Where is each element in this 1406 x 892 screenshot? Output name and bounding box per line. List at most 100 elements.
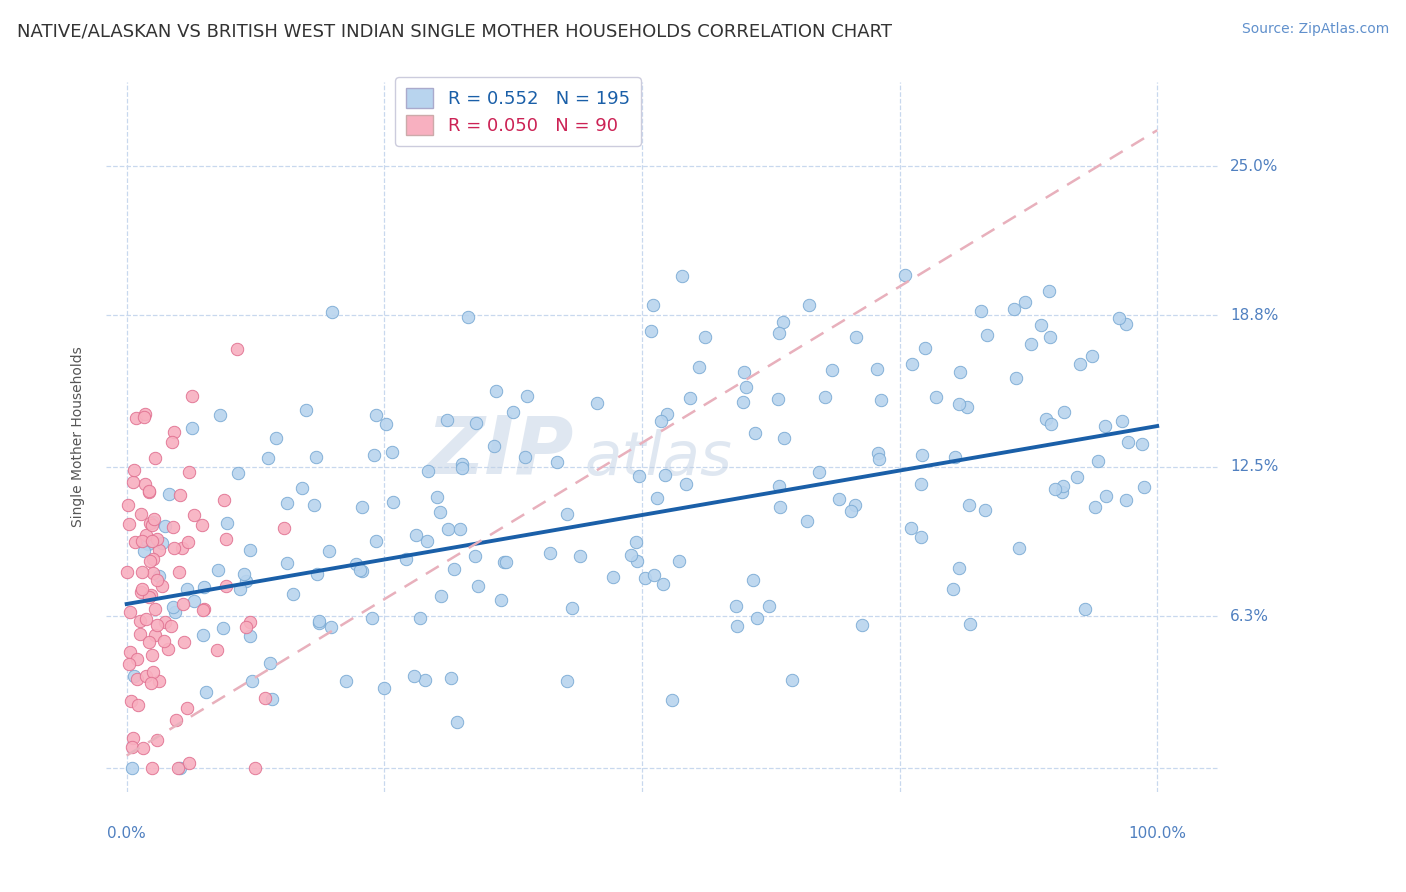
Point [214, 532, 236, 546]
Point [141, 676, 163, 690]
Point [758, 599, 780, 613]
Point [142, 515, 165, 529]
Point [844, 498, 866, 512]
Point [457, 310, 479, 324]
Point [733, 365, 755, 379]
Text: 12.5%: 12.5% [1230, 459, 1278, 475]
Point [135, 527, 157, 541]
Point [305, 450, 328, 464]
Point [165, 714, 187, 728]
Point [911, 448, 934, 462]
Point [768, 500, 790, 515]
Point [484, 439, 506, 453]
Point [122, 463, 145, 477]
Point [146, 732, 169, 747]
Point [127, 672, 149, 686]
Point [1035, 412, 1057, 426]
Point [138, 485, 160, 500]
Point [321, 620, 343, 634]
Point [264, 431, 287, 445]
Point [132, 544, 155, 558]
Point [143, 450, 166, 465]
Point [138, 591, 160, 605]
Text: 18.8%: 18.8% [1230, 308, 1278, 323]
Point [1084, 500, 1107, 515]
Point [744, 426, 766, 441]
Point [360, 610, 382, 624]
Point [318, 544, 340, 558]
Point [661, 693, 683, 707]
Point [1066, 469, 1088, 483]
Point [181, 388, 204, 402]
Text: Source: ZipAtlas.com: Source: ZipAtlas.com [1241, 22, 1389, 37]
Point [671, 268, 693, 283]
Point [121, 731, 143, 745]
Point [851, 617, 873, 632]
Point [650, 414, 672, 428]
Point [949, 365, 972, 379]
Point [157, 642, 180, 657]
Point [321, 305, 343, 319]
Point [291, 481, 314, 495]
Point [132, 410, 155, 425]
Point [157, 487, 180, 501]
Point [1087, 454, 1109, 468]
Point [363, 448, 385, 462]
Point [152, 634, 174, 648]
Point [211, 621, 233, 635]
Point [118, 645, 141, 659]
Point [142, 665, 165, 680]
Point [191, 628, 214, 642]
Point [943, 450, 966, 464]
Point [957, 498, 980, 512]
Point [131, 533, 153, 548]
Point [257, 451, 280, 466]
Point [214, 492, 236, 507]
Point [281, 587, 304, 601]
Point [440, 671, 463, 685]
Point [1008, 541, 1031, 555]
Point [768, 479, 790, 493]
Text: atlas: atlas [585, 429, 733, 488]
Point [620, 548, 643, 562]
Point [259, 656, 281, 670]
Point [139, 516, 162, 531]
Point [121, 760, 143, 774]
Point [808, 465, 831, 479]
Point [172, 597, 194, 611]
Point [308, 616, 330, 631]
Point [948, 561, 970, 575]
Point [1029, 318, 1052, 333]
Point [768, 392, 790, 407]
Point [148, 568, 170, 582]
Point [128, 615, 150, 629]
Point [143, 511, 166, 525]
Point [1095, 489, 1118, 503]
Point [176, 701, 198, 715]
Point [172, 541, 194, 556]
Point [555, 674, 578, 689]
Point [1052, 479, 1074, 493]
Point [183, 593, 205, 607]
Point [129, 585, 152, 599]
Point [253, 690, 276, 705]
Point [176, 582, 198, 597]
Point [142, 566, 165, 581]
Point [239, 543, 262, 558]
Point [163, 541, 186, 556]
Point [207, 563, 229, 577]
Point [141, 760, 163, 774]
Point [942, 582, 965, 596]
Point [162, 599, 184, 614]
Point [724, 599, 747, 613]
Point [731, 394, 754, 409]
Point [645, 491, 668, 505]
Point [146, 533, 169, 547]
Point [132, 740, 155, 755]
Point [464, 549, 486, 563]
Point [1081, 349, 1104, 363]
Text: 0.0%: 0.0% [107, 826, 146, 841]
Point [772, 315, 794, 329]
Point [307, 566, 329, 581]
Point [162, 435, 184, 450]
